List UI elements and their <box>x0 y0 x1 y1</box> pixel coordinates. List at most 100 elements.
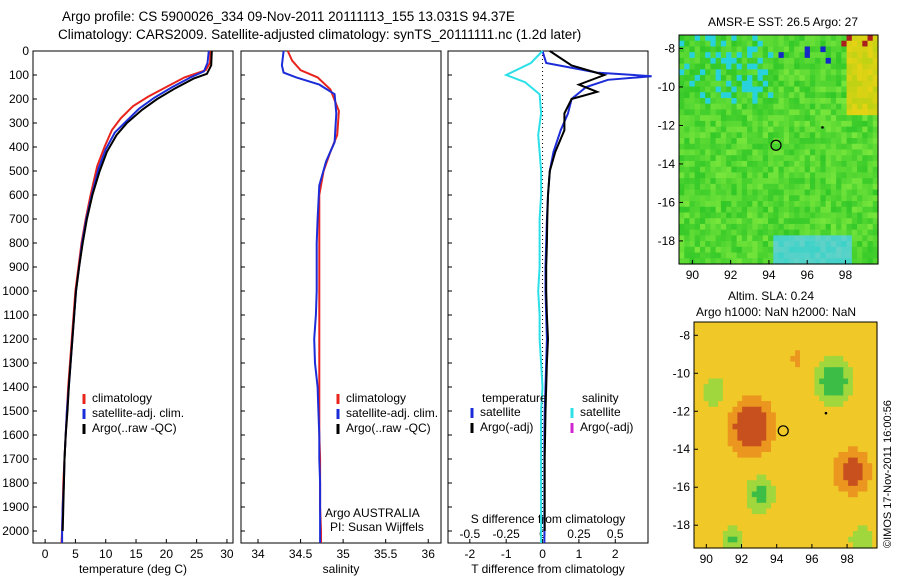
map-cell <box>830 235 837 242</box>
map-cell <box>718 457 724 464</box>
map-cell <box>746 401 753 408</box>
map-cell <box>694 143 701 151</box>
map-cell <box>699 155 706 162</box>
map-cell <box>720 258 727 265</box>
map-cell <box>768 115 774 122</box>
map-cell <box>872 75 879 82</box>
map-cell <box>756 423 763 430</box>
map-cell <box>756 502 763 510</box>
map-cell <box>708 372 714 380</box>
map-cell <box>726 246 732 254</box>
map-cell <box>825 35 832 42</box>
map-cell <box>799 418 806 425</box>
map-cell <box>819 435 825 442</box>
map-cell <box>843 333 849 340</box>
map-cell <box>872 92 879 99</box>
map-cell <box>824 536 830 543</box>
map-y-tick-label: -16 <box>658 195 676 209</box>
map-cell <box>722 367 729 374</box>
map-cell <box>788 246 795 254</box>
map-cell <box>684 92 691 99</box>
map-cell <box>852 508 859 515</box>
map-cell <box>773 212 780 219</box>
map-cell <box>819 440 825 447</box>
map-cell <box>836 63 842 70</box>
map-cell <box>679 103 685 111</box>
map-cell <box>872 514 878 521</box>
map-cell <box>756 355 763 363</box>
map-cell <box>731 86 738 93</box>
map-cell <box>841 132 848 139</box>
map-cell <box>815 109 821 116</box>
legend-label: satellite <box>580 405 621 419</box>
map-cell <box>838 418 844 425</box>
map-cell <box>794 201 801 208</box>
map-cell <box>825 183 832 191</box>
map-cell <box>862 92 869 99</box>
map-cell <box>773 52 780 59</box>
map-cell <box>757 195 764 202</box>
map-cell <box>727 480 734 487</box>
map-cell <box>752 183 759 191</box>
map-cell <box>698 338 705 346</box>
map-cell <box>698 485 705 493</box>
map-cell <box>699 57 706 65</box>
map-cell <box>833 451 840 459</box>
map-cell <box>794 223 801 231</box>
pi-name-label: PI: Susan Wijffels <box>330 520 424 534</box>
map-cell <box>872 491 878 498</box>
map-cell <box>731 40 738 48</box>
map-cell <box>736 246 743 254</box>
map-cell <box>851 223 858 231</box>
map-cell <box>762 206 769 214</box>
map-cell <box>809 218 816 225</box>
map-cell <box>846 149 853 156</box>
map-cell <box>833 395 840 402</box>
depth-tick-label: 400 <box>9 140 29 154</box>
map-cell <box>732 514 738 521</box>
map-cell <box>830 258 837 265</box>
map-cell <box>732 327 738 334</box>
map-cell <box>762 178 769 185</box>
map-cell <box>851 109 858 116</box>
map-cell <box>780 474 787 481</box>
map-cell <box>795 333 801 340</box>
map-cell <box>820 258 827 265</box>
map-cell <box>731 172 738 179</box>
map-cell <box>788 178 795 185</box>
map-cell <box>778 160 785 168</box>
map-cell <box>830 40 837 48</box>
map-cell <box>819 508 825 515</box>
map-cell <box>814 418 820 425</box>
map-cell <box>726 206 732 214</box>
map-cell <box>775 491 782 498</box>
map-cell <box>841 126 848 133</box>
depth-tick-label: 1300 <box>2 356 29 370</box>
map-cell <box>705 258 712 265</box>
map-cell <box>862 378 868 385</box>
map-cell <box>799 120 806 128</box>
map-cell <box>684 97 691 105</box>
map-cell <box>833 338 840 346</box>
map-cell <box>867 389 873 397</box>
map-cell <box>720 132 727 139</box>
map-cell <box>747 103 753 111</box>
map-cell <box>824 435 830 442</box>
map-cell <box>773 132 780 139</box>
map-cell <box>694 344 700 351</box>
map-cell <box>783 109 790 116</box>
map-cell <box>824 355 830 363</box>
map-cell <box>799 536 806 543</box>
map-cell <box>720 229 727 236</box>
map-cell <box>757 149 764 156</box>
map-cell <box>852 429 859 436</box>
map-cell <box>836 109 842 116</box>
map-cell <box>799 525 806 532</box>
map-cell <box>846 109 853 116</box>
map-cell <box>857 229 863 236</box>
map-cell <box>713 418 719 425</box>
map-cell <box>766 338 772 346</box>
map-cell <box>848 468 854 476</box>
map-cell <box>867 252 874 259</box>
map-cell <box>836 86 842 93</box>
